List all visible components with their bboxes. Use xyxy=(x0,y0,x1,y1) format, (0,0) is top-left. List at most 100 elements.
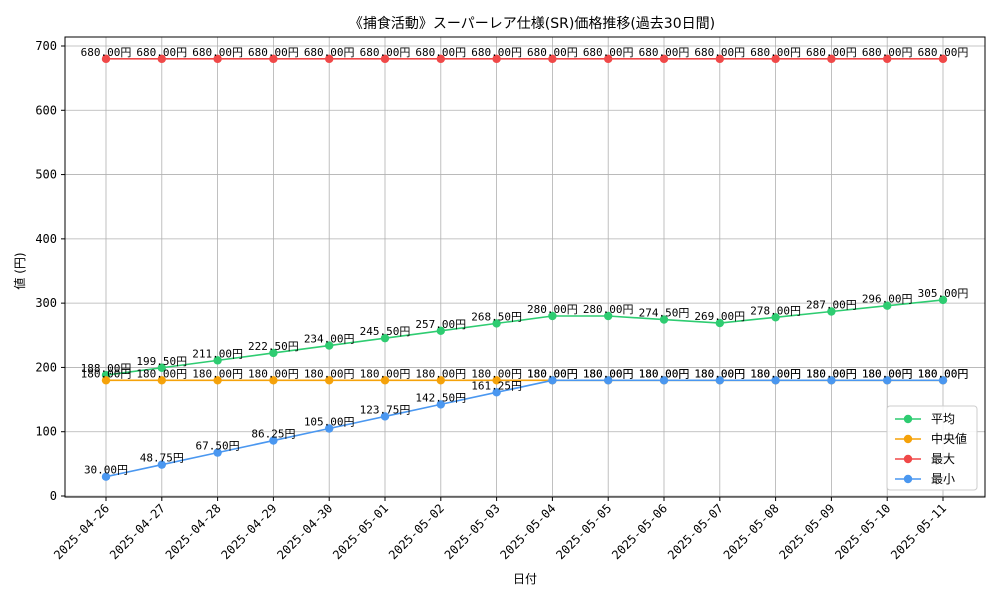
data-label: 680.00円 xyxy=(248,46,299,59)
data-point xyxy=(883,54,892,64)
data-label: 180.00円 xyxy=(81,367,132,380)
data-point xyxy=(492,376,501,385)
data-point xyxy=(548,311,557,321)
x-tick-label: 2025-05-10 xyxy=(832,501,893,562)
data-label: 180.00円 xyxy=(527,367,578,380)
data-label: 199.50円 xyxy=(136,355,187,368)
data-label: 268.50円 xyxy=(471,310,522,323)
data-point xyxy=(380,376,390,385)
x-tick-label: 2025-05-08 xyxy=(721,501,782,562)
data-point xyxy=(715,318,724,328)
data-point xyxy=(715,376,724,385)
data-label: 105.00円 xyxy=(304,416,355,429)
data-point xyxy=(101,376,111,385)
data-labels: 188.00円 199.50円 211.00円 222.50円 234.00円 245.5… xyxy=(81,46,969,477)
data-point xyxy=(325,376,334,385)
grid xyxy=(65,37,985,497)
data-label: 680.00円 xyxy=(136,46,187,59)
data-label: 180.00円 xyxy=(862,367,913,380)
data-label: 680.00円 xyxy=(918,46,969,59)
legend-entry: 最小 xyxy=(895,472,955,486)
y-tick-label: 100 xyxy=(35,425,57,439)
x-axis-title: 日付 xyxy=(513,572,537,586)
data-point xyxy=(827,54,836,64)
data-point xyxy=(715,54,724,64)
data-label: 180.00円 xyxy=(527,367,578,380)
data-point xyxy=(548,376,557,385)
data-label: 161.25円 xyxy=(471,379,522,392)
data-label: 269.00円 xyxy=(694,310,745,323)
x-tick-label: 2025-05-03 xyxy=(442,501,503,562)
data-label: 280.00円 xyxy=(527,303,578,316)
data-label: 180.00円 xyxy=(248,367,299,380)
data-label: 180.00円 xyxy=(750,367,801,380)
data-point xyxy=(269,436,278,445)
y-tick-label: 300 xyxy=(35,296,57,310)
data-point xyxy=(269,376,278,385)
data-label: 680.00円 xyxy=(304,46,355,59)
data-point xyxy=(325,424,334,433)
x-tick-label: 2025-05-07 xyxy=(665,501,726,562)
data-point xyxy=(157,376,166,385)
series-lines xyxy=(101,54,948,481)
data-label: 680.00円 xyxy=(192,46,243,59)
data-label: 180.00円 xyxy=(471,367,522,380)
data-point xyxy=(157,460,166,469)
data-point xyxy=(883,301,892,310)
data-label: 180.00円 xyxy=(806,367,857,380)
data-label: 180.00円 xyxy=(583,367,634,380)
data-label: 180.00円 xyxy=(694,367,745,380)
data-label: 180.00円 xyxy=(304,367,355,380)
data-point xyxy=(492,319,501,328)
data-label: 222.50円 xyxy=(248,340,299,353)
x-tick-label: 2025-04-28 xyxy=(163,501,224,562)
x-tick-label: 2025-04-29 xyxy=(219,501,280,562)
data-point xyxy=(827,307,836,316)
chart-title: 《捕食活動》スーパーレア仕様(SR)価格推移(過去30日間) xyxy=(349,15,715,32)
y-tick-label: 400 xyxy=(35,232,57,246)
data-point xyxy=(436,54,445,64)
data-label: 123.75円 xyxy=(360,403,411,416)
series-3 xyxy=(101,376,948,481)
data-label: 180.00円 xyxy=(918,367,969,380)
data-label: 680.00円 xyxy=(639,46,690,59)
data-point xyxy=(604,54,613,64)
x-tick-label: 2025-04-26 xyxy=(51,501,112,562)
legend-entry: 最大 xyxy=(895,452,955,466)
data-label: 680.00円 xyxy=(527,46,578,59)
data-point xyxy=(380,412,390,421)
data-point xyxy=(492,388,501,397)
data-point xyxy=(269,54,278,64)
data-point xyxy=(380,333,390,343)
series-line xyxy=(105,299,944,376)
x-tick-label: 2025-05-09 xyxy=(777,501,838,562)
data-label: 48.75円 xyxy=(140,452,184,465)
data-label: 180.00円 xyxy=(639,367,690,380)
data-label: 142.50円 xyxy=(415,391,466,404)
data-label: 287.00円 xyxy=(806,299,857,312)
data-point xyxy=(938,376,948,385)
data-label: 86.25円 xyxy=(251,428,295,441)
data-label: 180.00円 xyxy=(806,367,857,380)
series-0 xyxy=(101,295,948,380)
x-tick-label: 2025-04-27 xyxy=(107,501,168,562)
y-axis-title: 値 (円) xyxy=(12,252,27,289)
data-label: 188.00円 xyxy=(81,362,132,375)
data-point xyxy=(659,54,669,64)
data-point xyxy=(436,326,445,335)
data-point xyxy=(157,363,166,372)
data-point xyxy=(436,400,445,409)
data-label: 180.00円 xyxy=(862,367,913,380)
data-label: 680.00円 xyxy=(471,46,522,59)
data-label: 234.00円 xyxy=(304,333,355,346)
data-label: 211.00円 xyxy=(192,347,243,360)
plot-frame xyxy=(64,36,986,498)
data-label: 680.00円 xyxy=(806,46,857,59)
data-point xyxy=(492,54,501,64)
data-label: 67.50円 xyxy=(196,440,240,453)
data-point xyxy=(938,295,948,305)
data-point xyxy=(827,376,836,385)
x-tick-label: 2025-05-04 xyxy=(498,501,559,562)
